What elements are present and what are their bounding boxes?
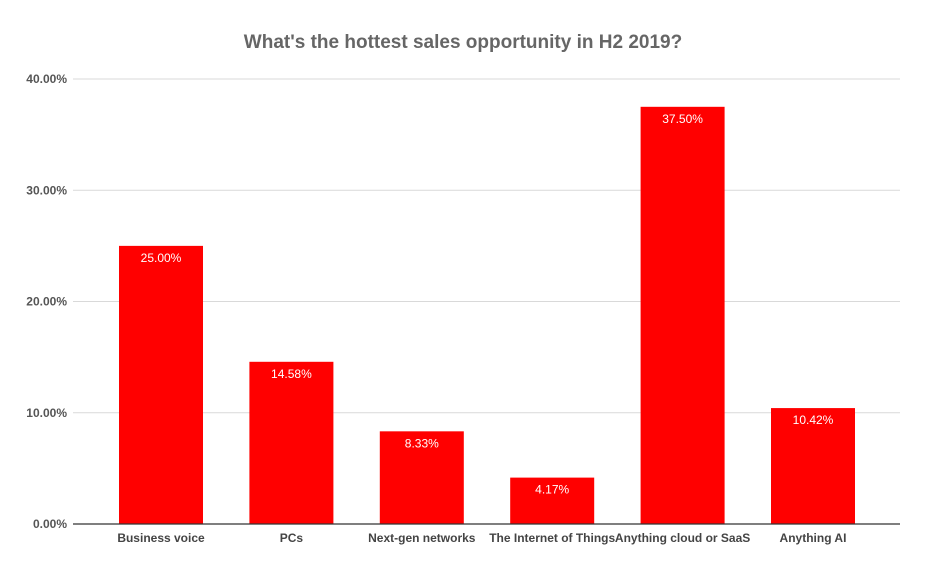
- y-tick-label: 20.00%: [26, 295, 67, 309]
- y-tick-label: 30.00%: [26, 183, 67, 197]
- bar: [771, 408, 855, 524]
- data-label: 4.17%: [535, 483, 569, 497]
- data-label: 25.00%: [141, 251, 182, 265]
- bar: [379, 431, 464, 524]
- bar: [249, 361, 334, 524]
- data-label: 37.50%: [662, 112, 703, 126]
- x-tick-label: Next-gen networks: [368, 531, 476, 545]
- chart-title: What's the hottest sales opportunity in …: [244, 32, 682, 53]
- y-tick-label: 40.00%: [26, 72, 67, 86]
- x-tick-label: Business voice: [117, 531, 205, 545]
- data-label: 10.42%: [793, 413, 834, 427]
- bar: [510, 477, 595, 524]
- y-axis-ticks: 0.00% 10.00% 20.00% 30.00% 40.00%: [26, 72, 67, 531]
- x-tick-label: Anything cloud or SaaS: [615, 531, 750, 545]
- bars: [119, 106, 855, 524]
- gridlines: [73, 78, 900, 414]
- x-tick-label: The Internet of Things: [489, 531, 615, 545]
- data-label: 14.58%: [271, 367, 312, 381]
- y-tick-label: 0.00%: [33, 517, 67, 531]
- data-labels: 25.00% 14.58% 8.33% 4.17% 37.50% 10.42%: [141, 112, 834, 497]
- bar: [119, 245, 203, 524]
- data-label: 8.33%: [405, 436, 439, 450]
- x-tick-label: PCs: [280, 531, 304, 545]
- x-tick-label: Anything AI: [780, 531, 847, 545]
- y-tick-label: 10.00%: [26, 406, 67, 420]
- x-axis-ticks: Business voice PCs Next-gen networks The In…: [117, 531, 846, 545]
- bar: [640, 106, 725, 524]
